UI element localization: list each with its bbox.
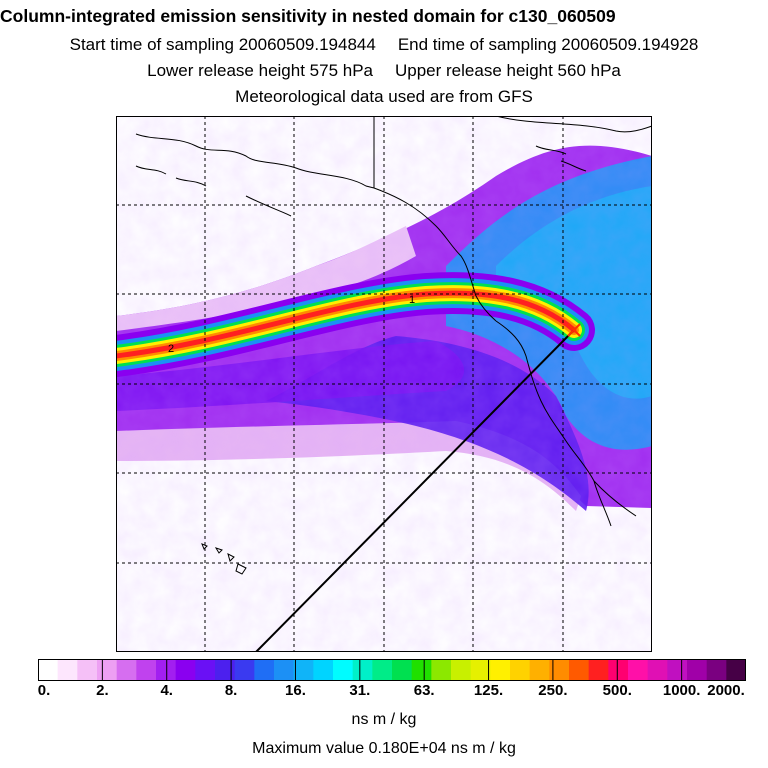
colorbar-cell [195, 659, 216, 681]
colorbar-cell [588, 659, 609, 681]
sampling-start: Start time of sampling 20060509.194844 [69, 35, 376, 54]
colorbar-cell [352, 659, 373, 681]
colorbar-tick-label: 63. [413, 682, 435, 699]
colorbar-cell [175, 659, 196, 681]
colorbar-cell [608, 659, 629, 681]
release-point-marker [567, 323, 581, 337]
colorbar-cell [38, 659, 59, 681]
colorbar-cell [234, 659, 255, 681]
colorbar-cell [392, 659, 413, 681]
sampling-end: End time of sampling 20060509.194928 [397, 35, 699, 54]
sampling-times: Start time of sampling 20060509.194844 En… [0, 35, 768, 55]
colorbar-cell [254, 659, 275, 681]
colorbar-cell [97, 659, 118, 681]
colorbar-cell [313, 659, 334, 681]
colorbar-cell [372, 659, 393, 681]
colorbar-cell [293, 659, 314, 681]
colorbar-cell [529, 659, 550, 681]
colorbar-cell [687, 659, 708, 681]
colorbar-cell [470, 659, 491, 681]
colorbar-cell [451, 659, 472, 681]
colorbar-cell [333, 659, 354, 681]
colorbar-tick-label: 250. [538, 682, 568, 699]
colorbar-cell [569, 659, 590, 681]
colorbar-tick-label: 500. [602, 682, 632, 699]
colorbar-tick-label: 2000. [707, 682, 745, 699]
colorbar-cell [215, 659, 236, 681]
colorbar-cell [628, 659, 649, 681]
colorbar-tick-label: 4. [160, 682, 173, 699]
colorbar-cell [57, 659, 78, 681]
met-data-note: Meteorological data used are from GFS [235, 87, 533, 106]
coastline-us-west [495, 320, 637, 517]
trajectory-label-2: 2 [168, 343, 174, 355]
trajectory-label-1: 1 [409, 294, 415, 306]
maximum-value: Maximum value 0.180E+04 ns m / kg [252, 740, 516, 757]
colorbar-cell [274, 659, 295, 681]
colorbar-cell [549, 659, 570, 681]
colorbar-cell [156, 659, 177, 681]
colorbar-cell [431, 659, 452, 681]
hawaii-islands [201, 543, 247, 575]
colorbar-tick-label: 1000. [662, 682, 701, 699]
colorbar-cell [706, 659, 727, 681]
plume [116, 272, 595, 377]
coastline-arctic [495, 116, 652, 133]
colorbar-cell [667, 659, 688, 681]
colorbar [38, 659, 746, 681]
colorbar-tick-label: 0. [37, 682, 51, 699]
colorbar-cell [77, 659, 98, 681]
coastline-baja [593, 480, 612, 527]
colorbar-tick-label: 8. [224, 682, 238, 699]
colorbar-cell [647, 659, 668, 681]
coastline-bc [373, 187, 497, 322]
coastline-alaska [135, 133, 375, 189]
colorbar-cell [490, 659, 511, 681]
colorbar-cell [136, 659, 157, 681]
colorbar-tick-label: 31. [349, 682, 371, 699]
colorbar-tick-label: 2. [96, 682, 109, 699]
lat-lon-grid [116, 116, 652, 652]
colorbar-cell [116, 659, 137, 681]
colorbar-tick-label: 16. [285, 682, 306, 699]
release-heights: Lower release height 575 hPa Upper releas… [0, 61, 768, 81]
colorbar-cell [411, 659, 432, 681]
colorbar-unit: ns m / kg [351, 711, 417, 728]
colorbar-cell [510, 659, 531, 681]
coastline-aleutians [135, 165, 292, 217]
release-lower: Lower release height 575 hPa [147, 61, 373, 80]
coastlines [135, 116, 652, 527]
release-upper: Upper release height 560 hPa [395, 61, 621, 80]
map-title: Column-integrated emission sensitivity i… [0, 6, 616, 26]
colorbar-cell [726, 659, 746, 681]
map-panel: 1 2 [116, 116, 652, 652]
colorbar-tick-label: 125. [473, 682, 504, 699]
